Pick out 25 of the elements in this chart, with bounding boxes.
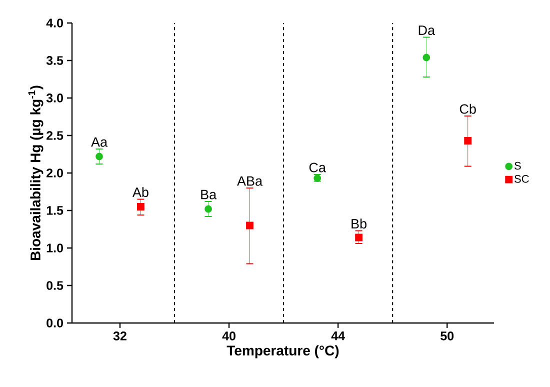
legend-label: S	[514, 162, 521, 170]
y-tick-label: 1.5	[46, 206, 64, 215]
data-label: Ba	[201, 190, 217, 200]
legend-label: SC	[514, 174, 529, 183]
y-tick-label: 0.0	[46, 318, 63, 328]
data-label: Ca	[309, 162, 326, 172]
data-label: ABa	[237, 176, 263, 186]
y-tick-label: 2.5	[46, 131, 64, 140]
y-tick-label: 0.5	[46, 281, 64, 290]
x-tick-label: 50	[440, 332, 454, 340]
data-label: Cb	[460, 104, 476, 114]
x-tick-label: 40	[222, 332, 236, 340]
x-tick-label: 44	[331, 332, 345, 340]
data-label: Bb	[352, 218, 366, 229]
data-label: Aa	[91, 137, 108, 147]
y-tick-label: 2.0	[46, 168, 63, 178]
data-label: Da	[418, 26, 436, 36]
y-tick-label: 3.5	[46, 56, 64, 65]
x-tick-label: 32	[113, 332, 126, 340]
y-tick-label: 1.0	[46, 244, 63, 252]
y-tick-label: 4.0	[46, 18, 63, 28]
y-axis-title: Bioavailability Hg (µg kg$^{-1}$)	[28, 86, 44, 260]
data-label: Ab	[132, 187, 148, 198]
x-axis-title: Temperature (°C)	[226, 345, 339, 358]
y-tick-label: 3.0	[46, 94, 63, 102]
